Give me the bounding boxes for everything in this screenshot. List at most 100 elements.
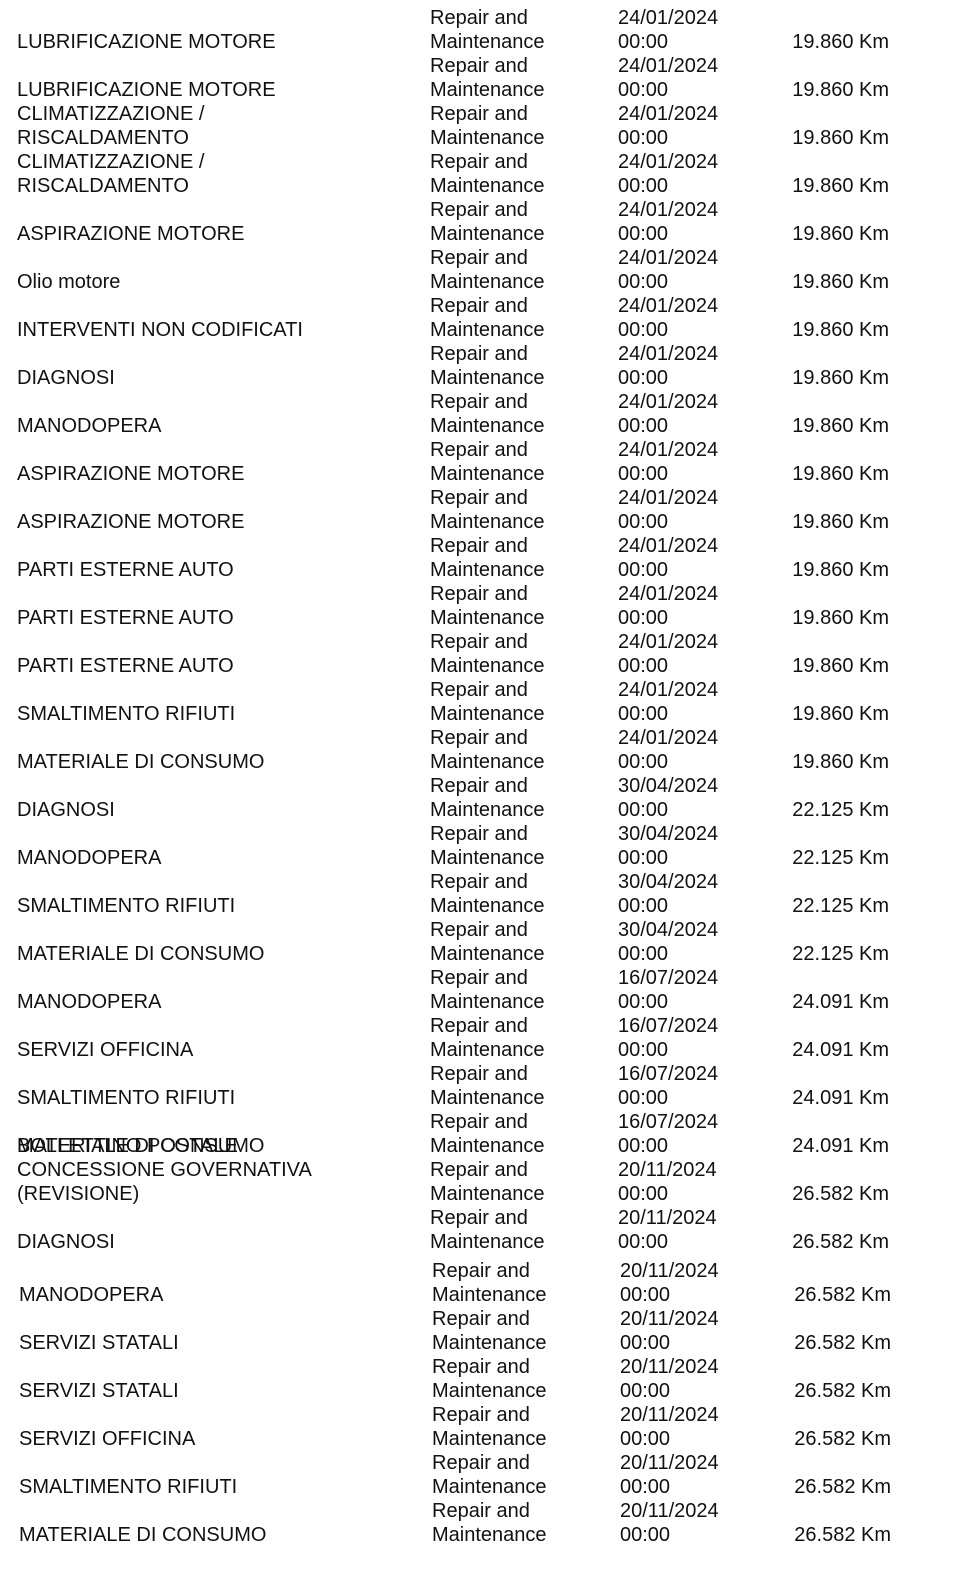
service-category: Repair and Maintenance: [430, 871, 545, 917]
service-mileage: 26.582 Km: [794, 1524, 891, 1546]
service-mileage: 19.860 Km: [792, 655, 889, 677]
service-category: Repair and Maintenance: [430, 967, 545, 1013]
service-date: 20/11/2024 00:00: [620, 1356, 719, 1402]
table-row: MATERIALE DI CONSUMO Repair and Maintenan…: [0, 1110, 953, 1158]
table-row: PARTI ESTERNE AUTO Repair and Maintenance…: [0, 630, 953, 678]
table-row: SERVIZI OFFICINA Repair and Maintenance 20…: [2, 1403, 953, 1451]
service-date: 24/01/2024 00:00: [618, 487, 719, 533]
service-mileage: 19.860 Km: [792, 703, 889, 725]
service-mileage: 19.860 Km: [792, 511, 889, 533]
service-date: 24/01/2024 00:00: [618, 55, 719, 101]
service-mileage: 19.860 Km: [792, 415, 889, 437]
table-row: MANODOPERA Repair and Maintenance 20/11/20…: [2, 1259, 953, 1307]
service-category: Repair and Maintenance: [430, 679, 545, 725]
service-category: Repair and Maintenance: [430, 391, 545, 437]
service-date: 24/01/2024 00:00: [618, 199, 719, 245]
service-date: 24/01/2024 00:00: [618, 295, 719, 341]
service-mileage: 19.860 Km: [792, 79, 889, 101]
service-category: Repair and Maintenance: [430, 1111, 545, 1157]
service-category: Repair and Maintenance: [432, 1260, 547, 1306]
service-date: 30/04/2024 00:00: [618, 871, 719, 917]
service-mileage: 19.860 Km: [792, 367, 889, 389]
table-row: SERVIZI STATALI Repair and Maintenance 20/…: [2, 1307, 953, 1355]
service-category: Repair and Maintenance: [430, 1063, 545, 1109]
service-mileage: 24.091 Km: [792, 1135, 889, 1157]
table-row: INTERVENTI NON CODIFICATI Repair and Main…: [0, 294, 953, 342]
service-description: SMALTIMENTO RIFIUTI: [17, 895, 236, 917]
table-row: BOLLETTINO POSTALE CONCESSIONE GOVERNATI…: [0, 1135, 953, 1206]
service-category: Repair and Maintenance: [430, 1207, 545, 1253]
service-category: Repair and Maintenance: [432, 1500, 547, 1546]
service-date: 16/07/2024 00:00: [618, 1111, 719, 1157]
service-description: ASPIRAZIONE MOTORE: [17, 223, 245, 245]
table-row: CLIMATIZZAZIONE / RISCALDAMENTO Repair an…: [0, 102, 953, 150]
service-date: 16/07/2024 00:00: [618, 1063, 719, 1109]
service-description: PARTI ESTERNE AUTO: [17, 655, 234, 677]
service-description: MATERIALE DI CONSUMO: [17, 1135, 265, 1157]
service-date: 16/07/2024 00:00: [618, 967, 719, 1013]
service-date: 24/01/2024 00:00: [618, 727, 719, 773]
service-mileage: 19.860 Km: [792, 751, 889, 773]
service-description: LUBRIFICAZIONE MOTORE: [17, 79, 276, 101]
table-row: SMALTIMENTO RIFIUTI Repair and Maintenanc…: [0, 678, 953, 726]
service-description: DIAGNOSI: [17, 799, 115, 821]
table-row: LUBRIFICAZIONE MOTORE Repair and Maintena…: [0, 54, 953, 102]
service-category: Repair and Maintenance: [430, 1015, 545, 1061]
service-mileage: 26.582 Km: [794, 1284, 891, 1306]
service-mileage: 19.860 Km: [792, 223, 889, 245]
service-category: Repair and Maintenance: [432, 1308, 547, 1354]
table-row: MANODOPERA Repair and Maintenance 16/07/20…: [0, 966, 953, 1014]
service-description: PARTI ESTERNE AUTO: [17, 607, 234, 629]
service-description: SMALTIMENTO RIFIUTI: [17, 1087, 236, 1109]
service-date: 24/01/2024 00:00: [618, 439, 719, 485]
service-mileage: 19.860 Km: [792, 175, 889, 197]
service-mileage: 22.125 Km: [792, 943, 889, 965]
service-description: SERVIZI OFFICINA: [19, 1428, 196, 1450]
service-category: Repair and Maintenance: [430, 919, 545, 965]
service-date: 20/11/2024 00:00: [620, 1308, 719, 1354]
service-date: 24/01/2024 00:00: [618, 583, 719, 629]
service-date: 20/11/2024 00:00: [618, 1207, 717, 1253]
service-date: 24/01/2024 00:00: [618, 343, 719, 389]
service-category: Repair and Maintenance: [432, 1404, 547, 1450]
service-mileage: 22.125 Km: [792, 895, 889, 917]
service-description: LUBRIFICAZIONE MOTORE: [17, 31, 276, 53]
service-date: 20/11/2024 00:00: [618, 1159, 717, 1205]
service-mileage: 19.860 Km: [792, 127, 889, 149]
table-row: SERVIZI STATALI Repair and Maintenance 20/…: [2, 1355, 953, 1403]
table-row: DIAGNOSI Repair and Maintenance 24/01/2024…: [0, 342, 953, 390]
service-description: MANODOPERA: [17, 415, 162, 437]
table-row: MATERIALE DI CONSUMO Repair and Maintenan…: [0, 726, 953, 774]
service-date: 24/01/2024 00:00: [618, 631, 719, 677]
service-description: SERVIZI STATALI: [19, 1380, 179, 1402]
service-description: SERVIZI OFFICINA: [17, 1039, 194, 1061]
table-row: ASPIRAZIONE MOTORE Repair and Maintenance…: [0, 438, 953, 486]
service-category: Repair and Maintenance: [430, 439, 545, 485]
service-mileage: 22.125 Km: [792, 799, 889, 821]
table-row: LUBRIFICAZIONE MOTORE Repair and Maintena…: [0, 6, 953, 54]
service-description: INTERVENTI NON CODIFICATI: [17, 319, 303, 341]
service-date: 16/07/2024 00:00: [618, 1015, 719, 1061]
table-row: ASPIRAZIONE MOTORE Repair and Maintenance…: [0, 486, 953, 534]
service-category: Repair and Maintenance: [430, 1159, 545, 1205]
service-description: MANODOPERA: [17, 991, 162, 1013]
service-mileage: 19.860 Km: [792, 463, 889, 485]
service-category: Repair and Maintenance: [430, 103, 545, 149]
service-description: DIAGNOSI: [17, 1231, 115, 1253]
table-row: SMALTIMENTO RIFIUTI Repair and Maintenanc…: [0, 870, 953, 918]
table-row: Olio motore Repair and Maintenance 24/01/2…: [0, 246, 953, 294]
service-description: SERVIZI STATALI: [19, 1332, 179, 1354]
service-category: Repair and Maintenance: [430, 535, 545, 581]
service-date: 20/11/2024 00:00: [620, 1452, 719, 1498]
service-category: Repair and Maintenance: [430, 55, 545, 101]
service-date: 20/11/2024 00:00: [620, 1404, 719, 1450]
service-date: 24/01/2024 00:00: [618, 247, 719, 293]
service-mileage: 19.860 Km: [792, 31, 889, 53]
service-description: ASPIRAZIONE MOTORE: [17, 463, 245, 485]
service-mileage: 19.860 Km: [792, 271, 889, 293]
table-row: SMALTIMENTO RIFIUTI Repair and Maintenanc…: [2, 1451, 953, 1499]
service-date: 24/01/2024 00:00: [618, 151, 719, 197]
service-category: Repair and Maintenance: [430, 823, 545, 869]
service-category: Repair and Maintenance: [432, 1356, 547, 1402]
